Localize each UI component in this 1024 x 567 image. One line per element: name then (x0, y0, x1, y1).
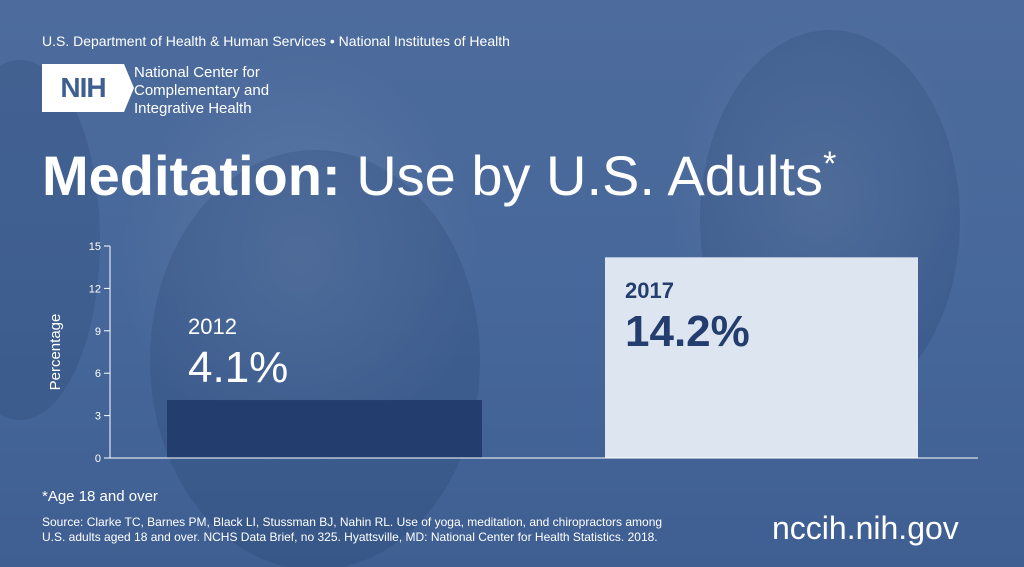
source-line-2: U.S. adults aged 18 and over. NCHS Data … (42, 530, 658, 544)
logo-chevron-icon (124, 64, 134, 112)
source-line-1: Source: Clarke TC, Barnes PM, Black LI, … (42, 515, 663, 529)
background-figure-left (150, 150, 480, 567)
org-name-line-1: National Center for (134, 64, 260, 81)
website-url: nccih.nih.gov (772, 510, 959, 546)
bar-2012 (167, 400, 482, 458)
y-axis-label: Percentage (47, 314, 64, 391)
agencies-line: U.S. Department of Health & Human Servic… (42, 33, 510, 49)
org-name: National Center for Complementary and In… (134, 64, 314, 118)
y-tick-label-0: 0 (95, 453, 101, 465)
nih-logo: NIH (42, 64, 124, 112)
category-label-2012: 2012 (188, 314, 237, 339)
y-tick-label-12: 12 (89, 283, 101, 295)
y-tick-label-3: 3 (95, 411, 101, 423)
chart-title-mark: * (823, 145, 837, 183)
bar-2017 (605, 257, 918, 458)
value-label-2012: 4.1% (188, 343, 288, 392)
org-name-line-3: Integrative Health (134, 100, 252, 117)
chart-title: Meditation: Use by U.S. Adults* (42, 143, 836, 208)
category-label-2017: 2017 (625, 278, 674, 303)
value-label-2017: 14.2% (625, 307, 750, 356)
source-citation: Source: Clarke TC, Barnes PM, Black LI, … (42, 515, 742, 545)
org-name-line-2: Complementary and (134, 82, 270, 99)
y-tick-label-9: 9 (95, 326, 101, 338)
chart-title-rest: Use by U.S. Adults (356, 144, 824, 207)
nih-logo-text: NIH (60, 72, 106, 103)
y-tick-label-6: 6 (95, 368, 101, 380)
footnote: *Age 18 and over (42, 488, 158, 505)
chart-title-bold: Meditation: (42, 144, 341, 207)
y-tick-label-15: 15 (89, 241, 101, 253)
